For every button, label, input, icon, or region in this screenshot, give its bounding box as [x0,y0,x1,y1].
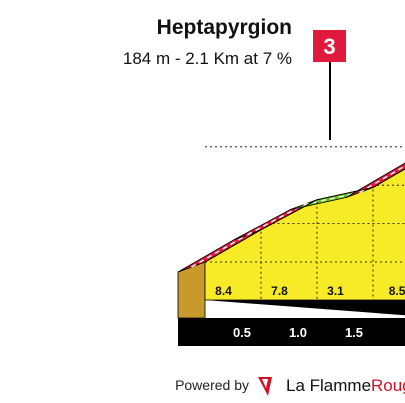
profile-ribbon [177,162,405,273]
chart-labels: 8.47.83.18.50.51.01.52.1 [215,284,405,340]
distance-label: 1.0 [289,325,307,340]
gridlines [205,146,405,300]
distance-base [178,300,405,346]
distance-base-front [178,318,405,346]
category-flag-icon: 3 [313,30,346,140]
ribbon-centerline [247,204,304,236]
powered-by-text: Powered by [175,377,249,393]
climb-title: Heptapyrgion [157,16,292,39]
distance-label: 1.5 [345,325,363,340]
profile-area [204,168,405,301]
gradient-label: 8.4 [215,284,232,298]
gradient-label: 8.5 [389,284,405,298]
profile-top-edge [204,168,405,263]
ribbon-centerline [303,191,360,206]
ribbon-segment [345,162,405,198]
distance-label: 0.5 [233,325,251,340]
gradient-label: 3.1 [327,284,344,298]
profile-fill [204,168,405,301]
gradient-label: 7.8 [271,284,288,298]
ribbon-centerline [191,234,248,268]
ribbon-centerline [359,165,405,194]
brand-name: La FlammeRouge [286,376,405,395]
climb-summary: 184 m - 2.1 Km at 7 % [123,49,292,68]
category-number: 3 [323,34,335,59]
la-flamme-rouge-logo-icon [258,377,272,396]
